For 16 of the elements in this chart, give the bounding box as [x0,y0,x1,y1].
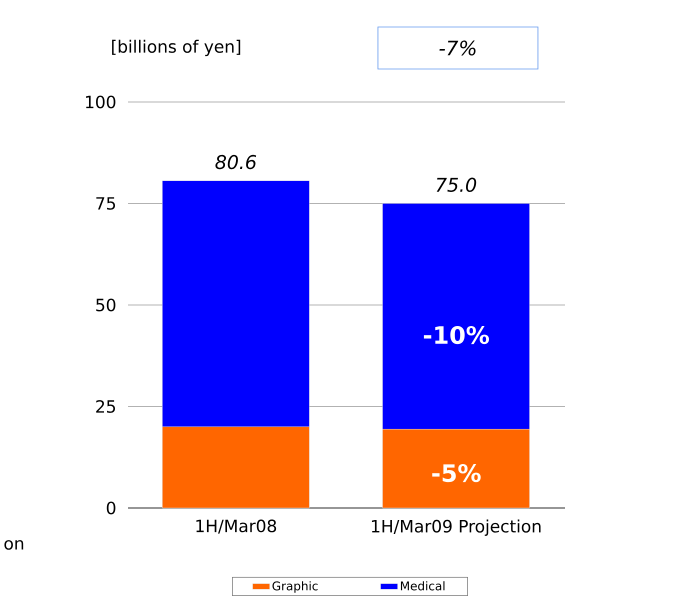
y-tick-label: 75 [96,197,116,210]
total-label: 80.6 [215,154,256,170]
x-tick-label: 1H/Mar09 Projection [372,520,541,536]
annotation: -10% [424,326,490,344]
total-label: 75.0 [436,178,476,192]
text: on [4,540,24,550]
legend-label: Medical [400,581,444,590]
y-tick-label: 25 [96,400,116,413]
y-tick-label: 100 [86,96,116,108]
text: -7% [439,40,476,56]
y-tick-label: 50 [96,298,116,312]
x-tick-label: 1H/Mar08 [196,519,276,534]
y-tick-label: 0 [106,502,116,514]
annotation: -5% [432,464,481,482]
legend-label: Graphic [272,581,318,593]
y-axis-title: [billions of yen] [112,40,240,56]
